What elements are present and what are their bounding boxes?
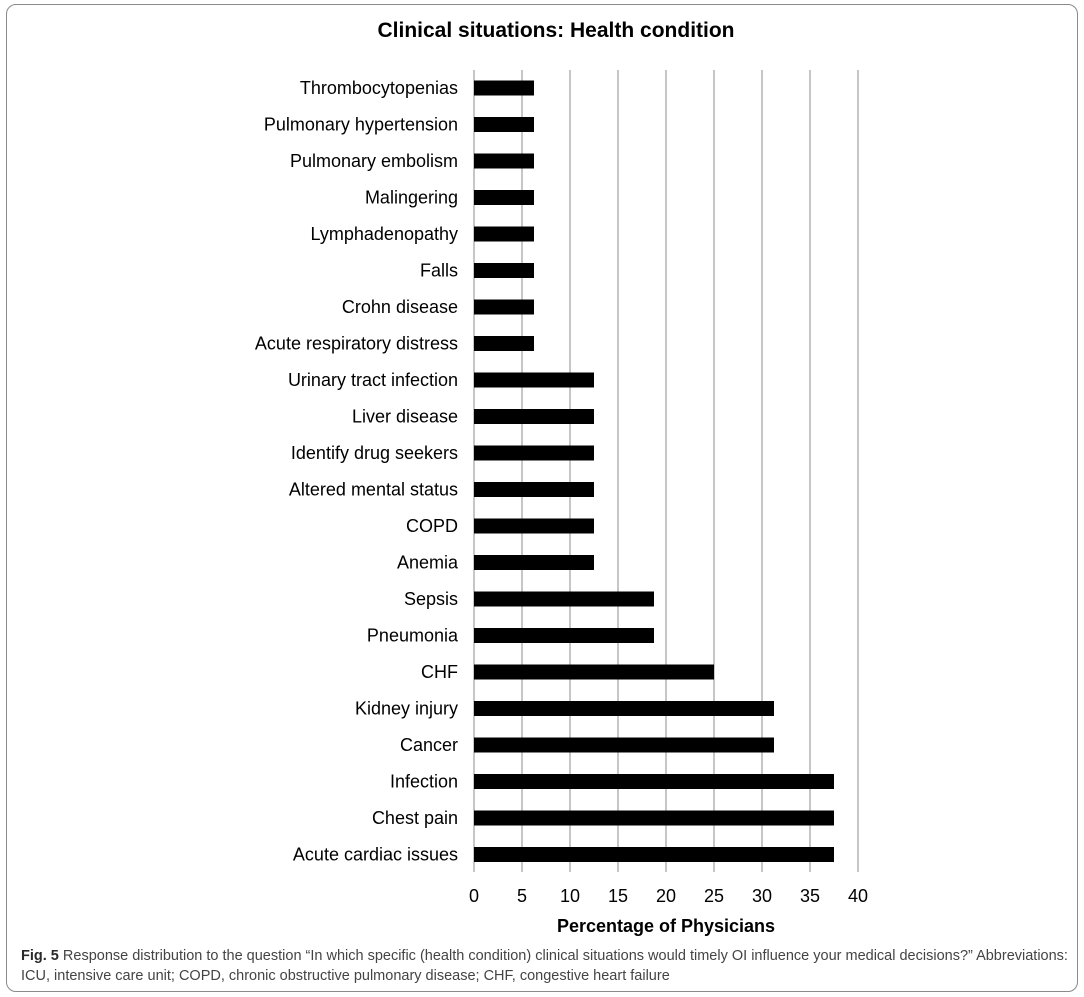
category-label: Falls	[420, 261, 458, 281]
x-tick-label: 40	[848, 886, 868, 906]
x-tick-label: 30	[752, 886, 772, 906]
bar	[474, 591, 654, 607]
category-label: Crohn disease	[342, 297, 458, 317]
x-tick-label: 0	[469, 886, 479, 906]
bars	[474, 80, 834, 862]
bar	[474, 810, 834, 826]
category-label: Urinary tract infection	[288, 370, 458, 390]
bar	[474, 226, 534, 242]
bar	[474, 847, 834, 862]
figure-frame	[6, 4, 1078, 992]
bar	[474, 409, 594, 424]
category-label: Acute cardiac issues	[293, 845, 458, 865]
x-tick-label: 5	[517, 886, 527, 906]
category-label: Lymphadenopathy	[311, 224, 458, 244]
chart-title: Clinical situations: Health condition	[377, 19, 734, 42]
category-label: Chest pain	[372, 808, 458, 828]
bar	[474, 482, 594, 497]
category-labels: Thrombocytopenias Pulmonary hypertension P…	[255, 78, 459, 865]
bar	[474, 737, 774, 753]
x-tick-labels: 0 5 10 15 20 25 30 35 40	[469, 886, 868, 906]
category-label: Kidney injury	[355, 699, 458, 719]
bar	[474, 80, 534, 96]
x-tick-label: 20	[656, 886, 676, 906]
x-tick-label: 25	[704, 886, 724, 906]
bar	[474, 555, 594, 570]
figure-label: Fig. 5	[21, 948, 59, 964]
category-label: CHF	[421, 662, 458, 682]
bar	[474, 372, 594, 388]
category-label: Identify drug seekers	[291, 443, 458, 463]
bar	[474, 701, 774, 716]
bar	[474, 664, 714, 680]
bar	[474, 336, 534, 351]
bar	[474, 117, 534, 132]
bar	[474, 299, 534, 315]
category-label: Acute respiratory distress	[255, 334, 458, 354]
category-label: Pulmonary embolism	[290, 151, 458, 171]
category-label: Infection	[390, 772, 458, 792]
category-label: Pneumonia	[367, 626, 459, 646]
bar	[474, 190, 534, 205]
x-axis-title: Percentage of Physicians	[557, 916, 775, 936]
bar	[474, 153, 534, 169]
x-tick-label: 15	[608, 886, 628, 906]
x-tick-label: 10	[560, 886, 580, 906]
category-label: COPD	[406, 516, 458, 536]
bar-chart: Clinical situations: Health condition Th…	[255, 19, 868, 936]
x-tick-label: 35	[800, 886, 820, 906]
category-label: Anemia	[397, 553, 459, 573]
figure-caption: Fig. 5 Response distribution to the ques…	[21, 946, 1071, 986]
figure-caption-text: Response distribution to the question “I…	[21, 948, 1068, 984]
bar	[474, 263, 534, 278]
category-label: Pulmonary hypertension	[264, 115, 458, 135]
bar	[474, 445, 594, 461]
bar	[474, 774, 834, 789]
category-label: Malingering	[365, 188, 458, 208]
bar	[474, 628, 654, 643]
category-label: Cancer	[400, 735, 458, 755]
bar	[474, 518, 594, 534]
category-label: Altered mental status	[289, 480, 458, 500]
category-label: Thrombocytopenias	[300, 78, 458, 98]
category-label: Liver disease	[352, 407, 458, 427]
category-label: Sepsis	[404, 589, 458, 609]
